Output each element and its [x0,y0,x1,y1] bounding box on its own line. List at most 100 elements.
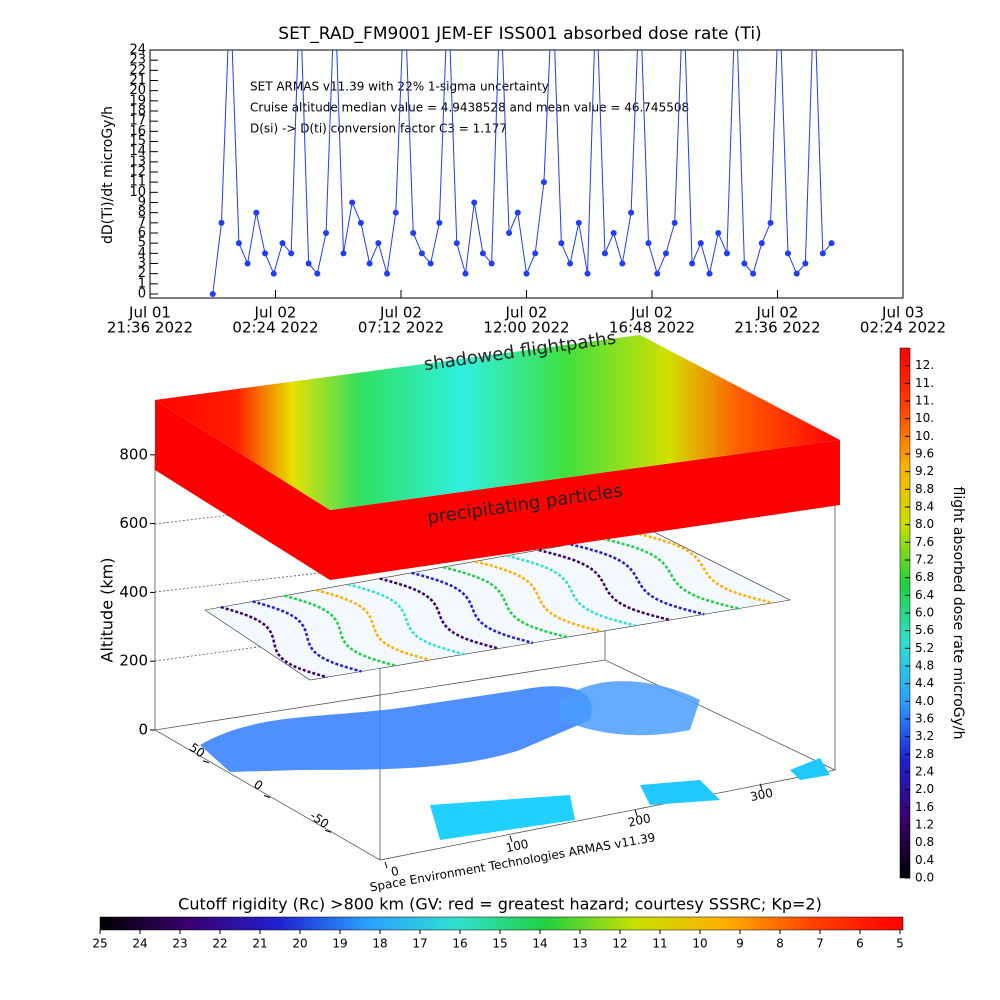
point [392,209,399,216]
y-tick-label: 6 [138,226,146,241]
line [212,50,832,295]
point [819,250,826,257]
dose-tick-label: 4.8 [915,659,934,673]
point [218,219,225,226]
point [750,270,757,277]
trajectory [474,560,602,633]
point [375,240,382,247]
x-tick-label: 02:24 2022 [860,319,946,337]
y-tick-label: 23 [129,53,146,68]
point [366,260,373,267]
y-tick-label: 24 [129,43,146,58]
dose-tick-label: 11. [915,376,934,390]
dose-tick-label: 11. [915,394,934,408]
trajectory [506,554,637,627]
point [436,219,443,226]
rigidity-tick-label: 11 [652,937,667,951]
map-plane [200,681,830,840]
latitude-tick [202,760,210,764]
x-tick-label: Jul 02 [630,304,673,322]
latitude-tick [263,795,271,798]
point [349,199,356,206]
trajectory [602,537,739,610]
y-tick-label: 5 [138,236,146,251]
point [697,240,704,247]
point [471,199,478,206]
point [558,240,565,247]
point [619,260,626,267]
point [706,270,713,277]
longitude-tick-label: 100 [504,837,529,855]
longitude-tick-label: 0 [390,864,400,879]
point [601,250,608,257]
point [253,209,260,216]
y-tick-label: 18 [129,104,146,119]
point [270,270,277,277]
point [523,270,530,277]
dose-tick-label: 3.6 [915,712,934,726]
point [418,250,425,257]
y-tick-label: 22 [129,63,146,78]
longitude-tick [384,861,388,869]
point [323,230,330,236]
dose-tick-label: 10. [915,429,934,443]
rigidity-tick-label: 15 [492,937,507,951]
trajectory [284,594,397,667]
altitude-tick-label: 400 [119,583,148,601]
dose-tick-label: 6.4 [915,588,934,602]
y-tick-label: 13 [129,154,146,169]
longitude-tick [634,809,638,816]
point [340,250,347,257]
x-tick-label: Jul 01 [128,304,171,322]
dose-tick-label: 4.4 [915,676,934,690]
trajectory [411,571,534,645]
trajectory [379,577,499,650]
y-tick-label: 21 [129,73,146,88]
point [488,260,495,267]
point [305,260,312,267]
point [715,230,722,236]
latitude-tick [324,829,332,833]
rigidity-tick-label: 17 [412,937,427,951]
dose-tick-label: 8.4 [915,500,934,514]
y-tick-label: 17 [129,114,146,129]
latitude-tick-label: 0 [251,777,265,793]
point [828,240,835,247]
x-tick-label: 12:00 2022 [483,319,569,337]
dose-tick-label: 3.2 [915,729,934,743]
point [244,260,251,267]
rigidity-tick-label: 8 [776,937,784,951]
altitude-tick-label: 200 [119,652,148,670]
rigidity-tick-label: 7 [816,937,824,951]
point [288,250,295,257]
altitude-tick-label: 600 [119,514,148,532]
dose-tick-label: 10. [915,411,934,425]
dose-tick-label: 1.2 [915,818,934,832]
dose-colorbar-label: flight absorbed dose rate microGy/h [950,487,966,740]
point [235,240,242,247]
point [758,240,765,247]
trajectory-layer [204,529,791,681]
y-tick-label: 15 [129,134,146,149]
point [584,270,591,277]
y-tick-label: 9 [138,195,146,210]
point [610,230,617,236]
altitude-tick-label: 800 [119,445,148,463]
longitude-tick-label: 300 [749,786,774,804]
point [462,270,469,277]
rigidity-tick-label: 23 [172,937,187,951]
rigidity-tick-label: 6 [856,937,864,951]
altitude-tick-label: 0 [138,721,148,739]
rigidity-colorbar-label: Cutoff rigidity (Rc) >800 km (GV: red = … [178,895,822,914]
longitude-tick-label: 200 [627,811,652,829]
rigidity-tick-label: 25 [92,937,107,951]
point [453,240,460,247]
trajectory [570,543,705,616]
y-tick-label: 16 [129,124,146,139]
point [784,250,791,257]
annotation: SET ARMAS v11.39 with 22% 1-sigma uncert… [250,80,549,94]
dose-tick-label: 0.4 [915,853,934,867]
y-axis-label: dD(Ti)/dt microGy/h [100,106,116,244]
point [575,219,582,226]
